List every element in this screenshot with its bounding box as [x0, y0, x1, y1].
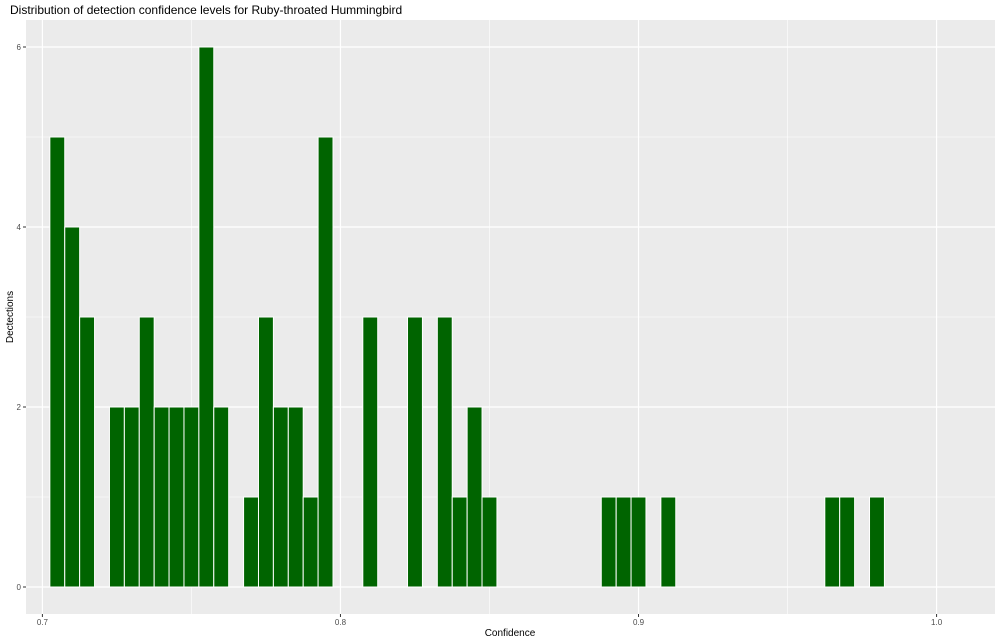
histogram-bar [362, 316, 379, 588]
histogram-bar [600, 496, 617, 588]
y-axis: 0 2 4 6 [17, 43, 26, 592]
y-tick-label: 6 [17, 43, 22, 52]
histogram-bar [123, 406, 140, 588]
histogram-bar [198, 46, 215, 588]
x-axis-title: Confidence [485, 628, 536, 639]
histogram-bar [183, 406, 200, 588]
histogram-bar [257, 316, 274, 588]
histogram-bar [869, 496, 885, 588]
histogram-bars [49, 46, 885, 588]
histogram-bar [481, 496, 498, 588]
histogram-bar [49, 136, 66, 588]
histogram-bar [436, 316, 453, 588]
y-axis-title: Dectections [5, 291, 16, 343]
x-axis: 0.7 0.8 0.9 1.0 [37, 614, 943, 627]
x-tick-label: 0.8 [335, 618, 347, 627]
histogram-bar [108, 406, 125, 588]
histogram-bar [243, 496, 259, 588]
histogram-bar [824, 496, 841, 588]
y-tick-label: 4 [17, 223, 22, 232]
histogram-bar [302, 496, 319, 588]
histogram-bar [660, 496, 677, 588]
histogram-bar [153, 406, 170, 588]
histogram-bar [64, 226, 81, 588]
histogram-bar [213, 406, 230, 588]
histogram-bar [615, 496, 632, 588]
x-tick-label: 0.9 [633, 618, 645, 627]
histogram-bar [839, 496, 856, 588]
chart-title: Distribution of detection confidence lev… [10, 3, 403, 17]
histogram-bar [466, 406, 483, 588]
y-tick-label: 0 [17, 583, 22, 592]
histogram-bar [138, 316, 155, 588]
x-tick-label: 1.0 [931, 618, 943, 627]
histogram-bar [168, 406, 185, 588]
x-tick-label: 0.7 [37, 618, 49, 627]
histogram-bar [272, 406, 289, 588]
histogram-bar [79, 316, 96, 588]
histogram-bar [630, 496, 647, 588]
histogram-bar [451, 496, 468, 588]
histogram-bar [287, 406, 304, 588]
histogram-bar [407, 316, 423, 588]
histogram-bar [317, 136, 334, 588]
y-tick-label: 2 [17, 403, 22, 412]
